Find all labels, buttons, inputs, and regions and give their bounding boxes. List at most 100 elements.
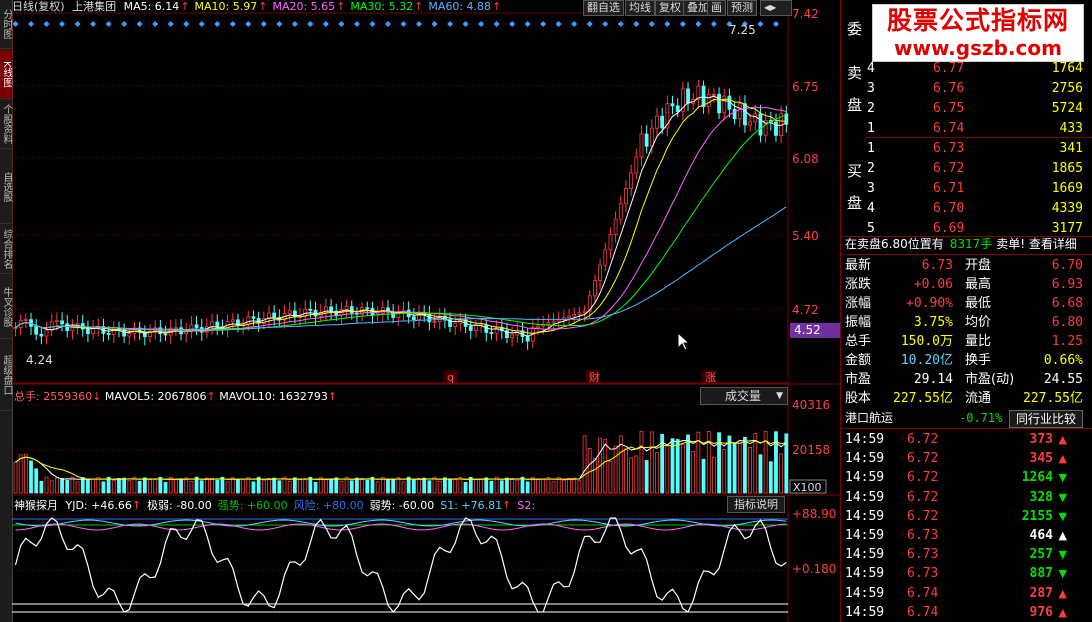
left-tab-1[interactable]: K线图 [0, 50, 12, 99]
sell-level-2[interactable]: 2 6.75 5724 [841, 99, 1092, 118]
event-marker-0[interactable]: q [447, 371, 454, 384]
candle-body[interactable] [49, 321, 54, 331]
candle-body[interactable] [696, 85, 701, 100]
candle-body[interactable] [675, 105, 680, 112]
candle-body[interactable] [774, 121, 778, 136]
candle-body[interactable] [44, 329, 49, 337]
candle-body[interactable] [634, 156, 639, 174]
toolbar-button-2[interactable]: 复权 [655, 0, 685, 16]
candle-body[interactable] [737, 103, 742, 120]
candle-body[interactable] [448, 319, 452, 327]
buy-level-1[interactable]: 1 6.73 341 [841, 139, 1092, 158]
candle-body[interactable] [163, 333, 168, 336]
candle-body[interactable] [536, 325, 540, 329]
candle-body[interactable] [763, 119, 768, 136]
candle-body[interactable] [334, 310, 339, 316]
candle-body[interactable] [758, 113, 763, 136]
candle-body[interactable] [474, 324, 478, 331]
candle-body[interactable] [365, 307, 370, 310]
candle-body[interactable] [329, 306, 333, 312]
event-marker-1[interactable]: 财 [589, 370, 600, 384]
candle-body[interactable] [722, 95, 727, 114]
candle-body[interactable] [127, 333, 132, 337]
sell-level-1[interactable]: 1 6.74 433 [841, 119, 1092, 138]
candle-body[interactable] [23, 319, 28, 322]
candle-body[interactable] [60, 320, 64, 325]
candle-body[interactable] [712, 93, 716, 96]
candle-body[interactable] [453, 322, 458, 327]
buy-level-3[interactable]: 3 6.71 1669 [841, 179, 1092, 198]
sell-level-4[interactable]: 4 6.77 1764 [841, 59, 1092, 78]
event-marker-box-1[interactable] [586, 370, 600, 383]
candle-body[interactable] [70, 327, 75, 332]
candle-body[interactable] [510, 334, 515, 339]
candle-body[interactable] [603, 249, 608, 266]
candle-body[interactable] [655, 115, 659, 129]
candle-body[interactable] [598, 264, 602, 281]
candle-body[interactable] [784, 113, 789, 125]
candle-body[interactable] [494, 327, 499, 334]
candle-body[interactable] [194, 324, 199, 328]
indicator-help-button[interactable]: 指标说明 [727, 496, 785, 513]
candle-body[interactable] [618, 203, 623, 220]
candle-body[interactable] [308, 308, 313, 311]
candle-body[interactable] [732, 108, 737, 120]
candle-body[interactable] [743, 103, 747, 126]
candle-body[interactable] [54, 320, 59, 323]
candle-body[interactable] [432, 321, 437, 323]
candle-body[interactable] [701, 85, 706, 107]
buy-level-4[interactable]: 4 6.70 4339 [841, 199, 1092, 218]
candle-body[interactable] [173, 327, 178, 330]
candle-body[interactable] [287, 310, 292, 314]
candle-body[interactable] [411, 316, 416, 321]
candle-body[interactable] [582, 310, 587, 314]
candle-body[interactable] [629, 172, 634, 189]
candle-body[interactable] [572, 314, 577, 317]
candle-body[interactable] [13, 327, 18, 330]
candle-body[interactable] [593, 280, 597, 297]
candle-body[interactable] [489, 332, 494, 334]
candle-body[interactable] [34, 325, 39, 335]
candle-body[interactable] [505, 330, 509, 339]
candle-body[interactable] [484, 324, 489, 333]
candle-body[interactable] [546, 322, 551, 325]
candle-body[interactable] [323, 306, 328, 313]
candle-body[interactable] [660, 115, 665, 129]
candle-body[interactable] [551, 320, 556, 324]
sector-compare-button[interactable]: 同行业比较 [1009, 410, 1084, 428]
notice-link[interactable]: 卖单! 查看详细 [996, 237, 1077, 251]
sector-name[interactable]: 港口航运 [845, 411, 894, 425]
candle-body[interactable] [106, 333, 111, 335]
candle-body[interactable] [680, 88, 685, 112]
left-tab-4[interactable]: 综合排名 [0, 225, 12, 274]
toolbar-button-5[interactable]: 预测 [727, 0, 757, 16]
candle-body[interactable] [587, 295, 592, 312]
candle-body[interactable] [567, 315, 571, 319]
candle-body[interactable] [210, 321, 214, 328]
event-marker-box-2[interactable] [702, 370, 716, 383]
candle-body[interactable] [86, 328, 90, 334]
event-marker-2[interactable]: 涨 [705, 371, 716, 384]
left-tab-6[interactable]: 超级盘口 [0, 340, 12, 411]
candle-body[interactable] [639, 133, 644, 158]
candle-body[interactable] [608, 234, 613, 251]
candle-body[interactable] [748, 121, 753, 126]
candle-body[interactable] [215, 321, 220, 328]
candle-body[interactable] [148, 330, 152, 338]
candle-body[interactable] [349, 306, 354, 314]
candle-body[interactable] [644, 133, 649, 147]
candle-body[interactable] [717, 93, 721, 114]
toolbar-button-4[interactable]: 画 [707, 0, 726, 16]
toolbar-button-1[interactable]: 均线 [625, 0, 655, 16]
candle-body[interactable] [706, 93, 711, 107]
candle-body[interactable] [670, 103, 675, 107]
indicator-name[interactable]: 神猴探月 [14, 499, 58, 512]
buy-level-2[interactable]: 2 6.72 1865 [841, 159, 1092, 178]
candle-body[interactable] [246, 316, 251, 325]
candle-body[interactable] [39, 333, 44, 337]
left-tab-0[interactable]: 分时图 [0, 0, 12, 49]
sector-row[interactable]: 港口航运 -0.71% 同行业比较 [841, 409, 1092, 428]
candle-body[interactable] [649, 127, 654, 147]
candle-body[interactable] [267, 312, 271, 319]
sell-level-3[interactable]: 3 6.76 2756 [841, 79, 1092, 98]
